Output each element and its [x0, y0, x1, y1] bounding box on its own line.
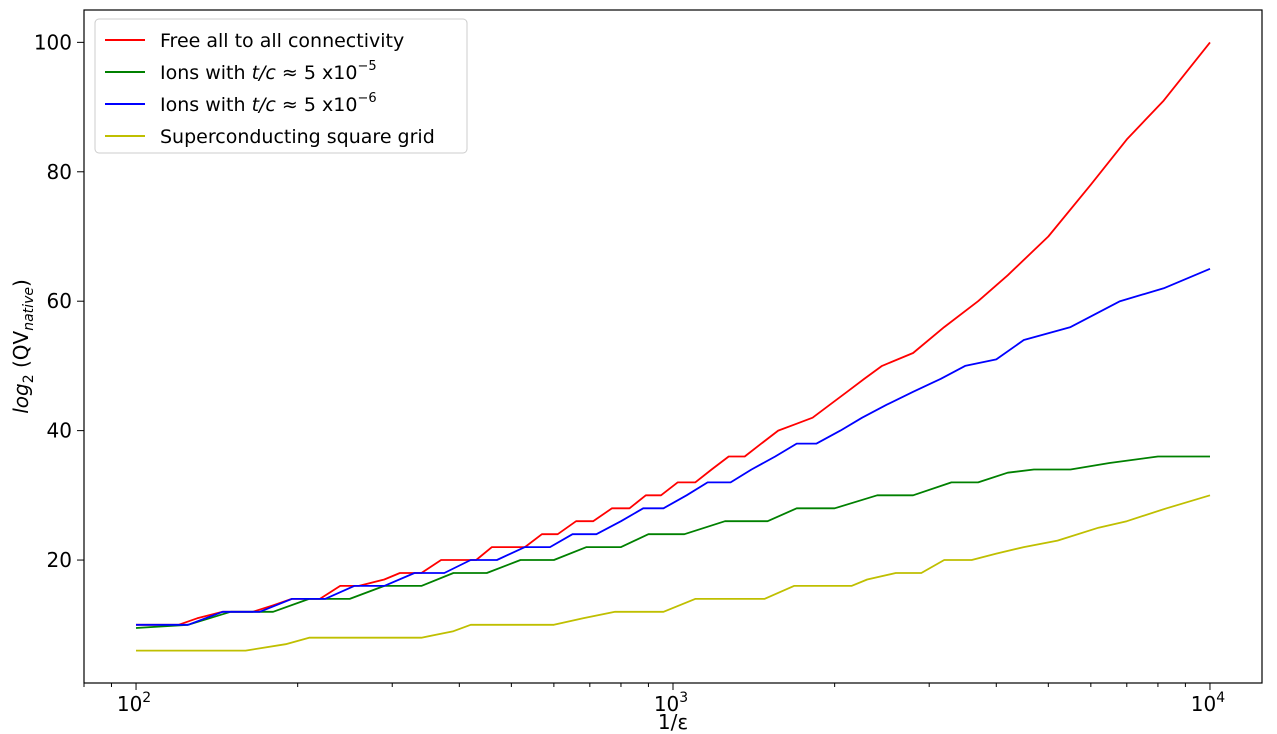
y-axis-label-main: log — [9, 383, 33, 414]
y-tick-label: 20 — [47, 548, 72, 572]
x-tick-label: 102 — [117, 690, 151, 716]
legend: Free all to all connectivity Ions with t… — [94, 18, 468, 154]
y-axis-label-subscript: 2 — [21, 374, 37, 383]
y-tick-label: 40 — [47, 419, 72, 443]
legend-box — [94, 18, 468, 154]
y-axis: 20 40 60 80 100 — [34, 30, 84, 572]
legend-label-superconducting: Superconducting square grid — [160, 126, 435, 148]
legend-label-ions-5e-6: Ions with t/c ≈ 5 x10−6 — [160, 91, 377, 116]
legend-label-ions-5e-5: Ions with t/c ≈ 5 x10−5 — [160, 59, 377, 84]
x-axis-label: 1/ε — [658, 710, 688, 734]
y-axis-label-rest: (QV — [9, 330, 33, 374]
series-line-3 — [136, 494, 1211, 652]
y-tick-label: 60 — [47, 289, 72, 313]
y-axis-label-close: ) — [9, 279, 33, 287]
series-lines — [135, 41, 1211, 652]
series-line-1 — [135, 455, 1210, 629]
series-line-0 — [136, 41, 1211, 626]
y-tick-label: 100 — [34, 30, 72, 54]
series-line-2 — [136, 267, 1211, 626]
x-axis: 102 103 104 — [83, 683, 1225, 716]
y-axis-label: log2 (QVnative) — [9, 279, 37, 414]
x-tick-label: 103 — [654, 690, 688, 716]
x-tick-label: 104 — [1191, 690, 1225, 716]
y-tick-label: 80 — [47, 160, 72, 184]
y-axis-label-subscript-native: native — [21, 287, 37, 331]
legend-label-free: Free all to all connectivity — [160, 30, 404, 52]
